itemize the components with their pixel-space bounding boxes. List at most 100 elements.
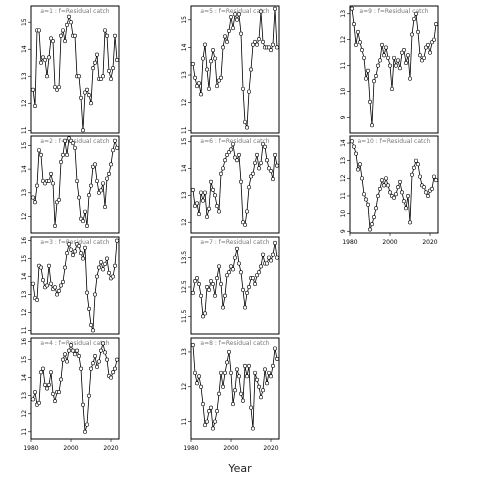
panel-6-point xyxy=(235,158,240,163)
panel-5-point xyxy=(247,89,252,94)
panel-6-ytick-label: 12 xyxy=(181,218,188,226)
panel-3-point xyxy=(73,249,78,254)
panel-8-xtick-label: 1980 xyxy=(183,445,198,452)
panel-4-point xyxy=(56,390,61,395)
panel-5-point xyxy=(219,75,224,80)
panel-9-point xyxy=(357,40,362,45)
panel-7-point xyxy=(221,305,226,310)
panel-9-point xyxy=(355,29,360,34)
panel-2-point xyxy=(77,195,82,200)
panel-2-point xyxy=(58,160,63,165)
panel-7-frame xyxy=(190,236,280,335)
panel-9-series-line xyxy=(351,8,437,126)
panel-8-point xyxy=(219,370,224,375)
panel-9-ytick-label: 13 xyxy=(340,10,347,18)
panel-9-label: a=9 : f=Residual catch xyxy=(359,8,428,15)
panel-5-point xyxy=(215,84,220,89)
panel-6-frame xyxy=(190,135,280,234)
panel-1-point xyxy=(91,66,96,71)
panel-9-point xyxy=(413,11,418,16)
panel-3-point xyxy=(99,260,104,265)
panel-8-point xyxy=(266,370,271,375)
panel-5-point xyxy=(225,39,230,44)
panel-4-point xyxy=(32,390,37,395)
panel-7-point xyxy=(229,264,234,269)
panel-2-point xyxy=(113,138,118,143)
panel-4-point xyxy=(79,366,84,371)
panel-8-point xyxy=(262,367,267,372)
panel-3-point xyxy=(67,242,72,247)
panel-9-point xyxy=(353,42,358,47)
panel-3-label: a=3 : f=Residual catch xyxy=(40,239,109,246)
panel-10-point xyxy=(405,193,410,198)
panel-8-ytick-label: 12 xyxy=(181,383,188,391)
panel-10-ytick-label: 14 xyxy=(340,139,347,147)
panel-6-point xyxy=(260,142,265,147)
panel-9-point xyxy=(429,40,434,45)
panel-7-point xyxy=(191,290,196,295)
panel-7-point xyxy=(255,273,260,278)
panel-4-point xyxy=(67,348,72,353)
panel-4-point xyxy=(40,366,45,371)
panel-6-ytick-label: 13 xyxy=(181,191,188,199)
panel-3-point xyxy=(79,251,84,256)
panel-9-point xyxy=(351,22,356,27)
panel-3-point xyxy=(52,285,57,290)
panel-5-point xyxy=(221,45,226,50)
panel-9-point xyxy=(393,63,398,68)
panel-8-point xyxy=(249,405,254,410)
panel-5-ytick-label: 12 xyxy=(181,99,188,107)
panel-6-point xyxy=(239,179,244,184)
panel-6-point xyxy=(255,152,260,157)
panel-5-point xyxy=(193,75,198,80)
panel-8-point xyxy=(245,374,250,379)
panel-1-point xyxy=(67,14,72,19)
panel-7-point xyxy=(251,276,256,281)
panel-5-point xyxy=(211,48,216,53)
panel-6-point xyxy=(251,171,256,176)
panel-3-point xyxy=(93,292,98,297)
panel-10-point xyxy=(355,167,360,172)
panel-9-point xyxy=(365,68,370,73)
panel-9-point xyxy=(433,22,438,27)
panel-5-ytick-label: 11 xyxy=(181,126,188,134)
panel-5-point xyxy=(217,78,222,83)
panel-4-point xyxy=(75,348,80,353)
panel-1-point xyxy=(62,39,67,44)
panel-1-point xyxy=(73,33,78,38)
panel-10-point xyxy=(373,206,378,211)
panel-2-point xyxy=(93,162,98,167)
panel-1-point xyxy=(95,52,100,57)
panel-10-ytick-label: 13 xyxy=(340,157,347,165)
panel-7-point xyxy=(274,255,279,260)
panel-10-point xyxy=(363,197,368,202)
panel-4-ytick-label: 11 xyxy=(21,428,28,436)
panel-2-point xyxy=(83,209,88,214)
panel-3-point xyxy=(89,323,94,328)
panel-6-point xyxy=(219,171,224,176)
panel-9-point xyxy=(419,58,424,63)
panel-8-xtick-label: 2000 xyxy=(223,445,238,452)
panel-5-point xyxy=(203,42,208,47)
panel-8-point xyxy=(205,419,210,424)
panel-8-point xyxy=(241,398,246,403)
panel-2-point xyxy=(30,195,35,200)
panel-6-point xyxy=(274,163,279,168)
panel-1-point xyxy=(99,76,104,81)
panel-3-point xyxy=(107,270,112,275)
panel-10-point xyxy=(407,220,412,225)
panel-7-point xyxy=(270,252,275,257)
panel-3-point xyxy=(103,261,108,266)
panel-3-point xyxy=(30,281,35,286)
panel-10-ytick-label: 11 xyxy=(340,192,347,200)
panel-10-point xyxy=(425,193,430,198)
panel-9-point xyxy=(407,76,412,81)
panel-5-point xyxy=(241,86,246,91)
panel-1-ytick-label: 15 xyxy=(21,18,28,26)
panel-1-point xyxy=(46,55,51,60)
panel-8-point xyxy=(264,381,269,386)
panel-6-point xyxy=(211,187,216,192)
panel-1-point xyxy=(105,33,110,38)
panel-6-point xyxy=(266,166,271,171)
panel-5-point xyxy=(243,119,248,124)
